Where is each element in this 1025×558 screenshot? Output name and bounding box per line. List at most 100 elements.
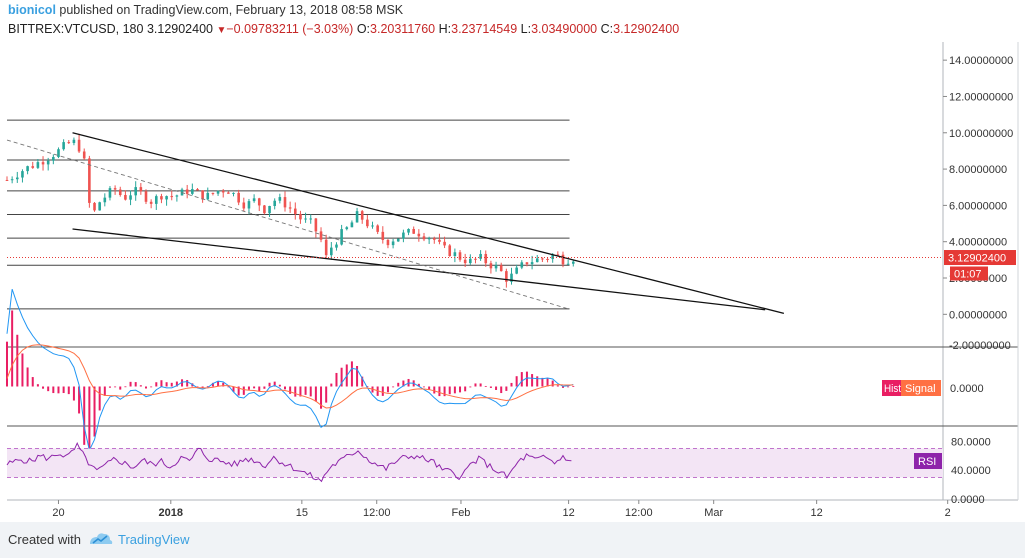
macd-hist-bar — [422, 386, 425, 388]
candle-body — [494, 265, 498, 269]
price-tick-label: 12.00000000 — [949, 91, 1013, 103]
macd-hist-bar — [196, 386, 199, 388]
macd-hist-bar — [52, 386, 55, 394]
ohlc-legend: BITTREX:VTCUSD, 180 3.12902400 ▼−0.09783… — [8, 22, 679, 36]
candle-body — [309, 218, 313, 220]
candle-body — [335, 244, 338, 248]
rsi-tick-label: 40.0000 — [951, 465, 991, 477]
macd-hist-bar — [520, 372, 523, 387]
down-arrow-icon: ▼ — [216, 25, 227, 36]
candle-body — [535, 258, 539, 263]
candle-body — [160, 196, 163, 200]
macd-hist-bar — [479, 383, 482, 387]
macd-hist-bar — [181, 379, 184, 387]
candle-body — [412, 228, 415, 234]
candle-body — [5, 179, 9, 181]
macd-hist-bar — [57, 386, 60, 394]
macd-hist-bar — [72, 386, 75, 401]
close-label: C: — [600, 22, 614, 36]
macd-hist-bar — [247, 386, 250, 390]
macd-hist-bar — [325, 386, 328, 403]
macd-hist-bar — [26, 367, 29, 387]
candle-body — [541, 258, 544, 260]
candle-body — [273, 200, 276, 206]
publish-info: bionicol published on TradingView.com, F… — [8, 3, 403, 17]
countdown-tag-text: 01:07 — [954, 269, 982, 281]
macd-hist-bar — [469, 386, 472, 388]
signal-line — [6, 344, 574, 409]
candle-body — [278, 197, 282, 201]
candle-body — [129, 195, 132, 200]
macd-hist-bar — [567, 386, 570, 388]
chart-canvas[interactable]: 0.000000002.000000004.000000006.00000000… — [0, 0, 1025, 522]
macd-hist-bar — [108, 386, 111, 388]
candle-body — [546, 258, 549, 260]
close-value: 3.12902400 — [613, 22, 680, 36]
time-tick-label: 20 — [52, 507, 64, 519]
candle-body — [165, 196, 168, 200]
macd-hist-bar — [541, 377, 544, 387]
price-tick-label: 6.00000000 — [949, 200, 1007, 212]
last-price-tag — [944, 250, 1016, 266]
candle-body — [299, 213, 302, 220]
candle-body — [314, 218, 318, 232]
rsi-legend-text: RSI — [918, 456, 936, 468]
candle-body — [41, 162, 45, 165]
candle-body — [46, 160, 50, 165]
macd-hist-bar — [273, 381, 276, 387]
candle-body — [170, 196, 174, 198]
candle-body — [396, 238, 400, 242]
candle-body — [124, 194, 127, 200]
macd-hist-bar — [572, 386, 575, 387]
candle-body — [366, 219, 369, 227]
wedge-trendline — [72, 228, 766, 311]
candle-body — [196, 189, 199, 191]
price-tick-label: 14.00000000 — [949, 55, 1013, 67]
macd-hist-bar — [93, 386, 96, 437]
macd-hist-bar — [294, 386, 297, 397]
tradingview-logo-icon[interactable] — [88, 530, 114, 548]
candle-body — [566, 263, 570, 265]
macd-hist-bar — [114, 386, 117, 388]
author-name[interactable]: bionicol — [8, 3, 56, 17]
macd-hist-bar — [386, 386, 389, 393]
macd-hist-bar — [304, 386, 307, 395]
candle-body — [108, 188, 112, 198]
candle-body — [154, 196, 158, 204]
macd-hist-bar — [340, 367, 343, 387]
macd-hist-bar — [170, 382, 173, 387]
macd-hist-bar — [242, 386, 245, 395]
candle-body — [139, 187, 143, 192]
macd-hist-bar — [556, 385, 559, 387]
macd-hist-bar — [459, 386, 462, 393]
candle-body — [530, 262, 534, 265]
macd-hist-bar — [83, 386, 86, 445]
macd-hist-bar — [201, 386, 204, 388]
candle-body — [571, 261, 575, 264]
macd-hist-bar — [525, 371, 528, 387]
macd-hist-bar — [417, 383, 420, 387]
footer: Created with TradingView — [0, 522, 1025, 558]
last-price: 3.12902400 — [146, 22, 213, 36]
candle-body — [82, 151, 86, 159]
high-label: H: — [438, 22, 452, 36]
time-tick-label: 12 — [562, 507, 574, 519]
rsi-line — [6, 441, 572, 483]
rsi-tick-label: 80.0000 — [951, 436, 991, 448]
macd-hist-bar — [443, 386, 446, 397]
candle-body — [386, 239, 390, 246]
time-tick-label: 12:00 — [363, 507, 391, 519]
low-label: L: — [520, 22, 532, 36]
tradingview-link[interactable]: TradingView — [118, 532, 190, 547]
macd-hist-bar — [433, 386, 436, 394]
candle-body — [551, 254, 554, 260]
macd-axis-label: 0.0000 — [950, 383, 984, 395]
macd-hist-bar — [165, 382, 168, 387]
candle-body — [221, 190, 225, 193]
macd-hist-bar — [186, 379, 189, 387]
candle-body — [175, 195, 179, 197]
macd-hist-bar — [464, 386, 467, 392]
candle-body — [360, 211, 364, 220]
hist-legend-text: Hist — [884, 383, 901, 395]
macd-hist-bar — [134, 382, 137, 387]
